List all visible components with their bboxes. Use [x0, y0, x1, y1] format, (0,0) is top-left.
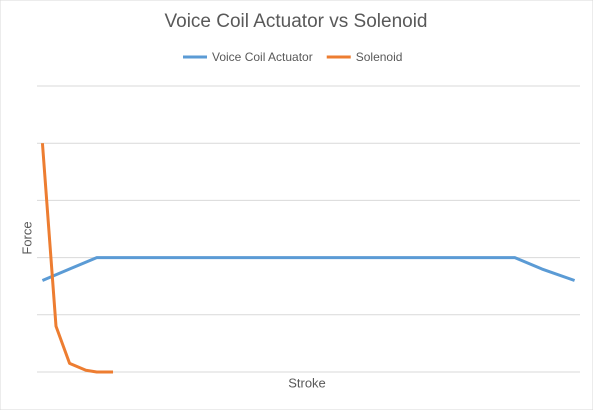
y-axis-label: Force — [19, 221, 34, 254]
legend-label: Voice Coil Actuator — [212, 50, 313, 64]
chart-title: Voice Coil Actuator vs Solenoid — [165, 11, 428, 32]
x-axis-label: Stroke — [288, 375, 326, 390]
series-line — [40, 143, 114, 374]
legend-label: Solenoid — [356, 50, 403, 64]
series-line — [41, 256, 576, 282]
